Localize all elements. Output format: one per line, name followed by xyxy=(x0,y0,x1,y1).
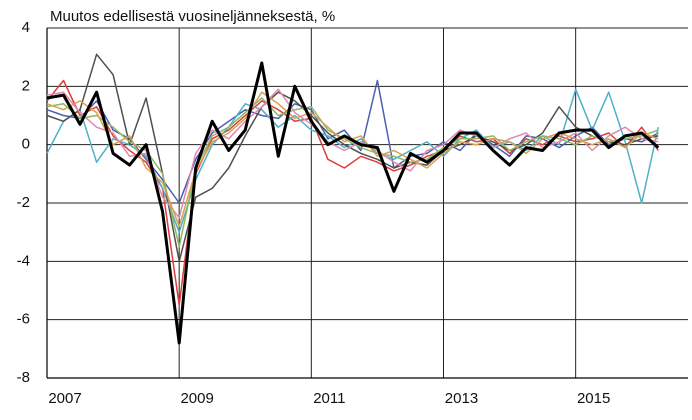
x-tick-label: 2007 xyxy=(48,390,81,407)
y-tick-label: -8 xyxy=(17,369,30,386)
y-tick-label: -2 xyxy=(17,194,30,211)
x-tick-label: 2011 xyxy=(313,390,345,407)
series-line xyxy=(46,53,659,263)
series-line xyxy=(46,91,659,228)
series-line xyxy=(46,88,660,233)
y-tick-label: 4 xyxy=(22,19,30,36)
series-line xyxy=(46,79,659,306)
y-tick-label: -6 xyxy=(17,311,30,328)
y-tick-label: -4 xyxy=(17,252,30,269)
series-line xyxy=(46,61,660,345)
x-tick-label: 2013 xyxy=(445,390,478,407)
y-tick-label: 2 xyxy=(22,77,30,94)
x-tick-label: 2009 xyxy=(180,390,213,407)
chart-title: Muutos edellisestä vuosineljänneksestä, … xyxy=(50,8,335,25)
y-tick-label: 0 xyxy=(22,136,30,153)
x-tick-label: 2015 xyxy=(577,390,610,407)
